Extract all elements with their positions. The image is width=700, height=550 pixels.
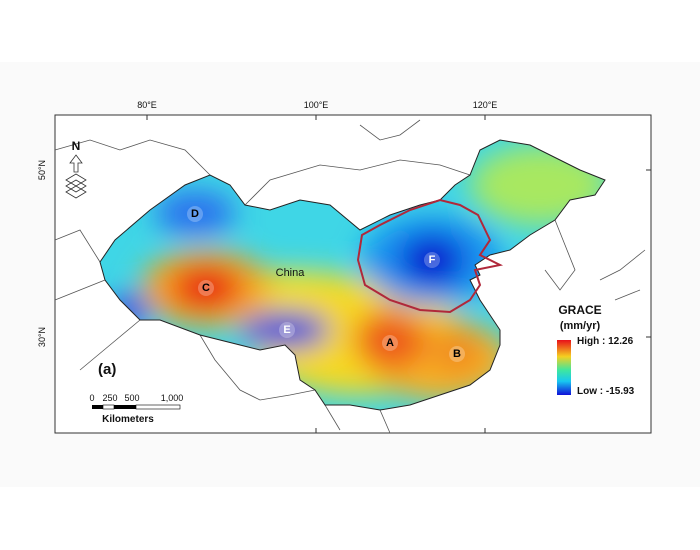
longitude-label: 100°E [304, 100, 329, 110]
region-marker [187, 206, 203, 222]
region-label: C [202, 282, 210, 294]
legend-low: Low : -15.93 [577, 386, 635, 397]
scale-bar [92, 404, 181, 410]
scale-tick: 1,000 [161, 393, 184, 403]
north-label: N [72, 139, 81, 153]
neighbour-borders [54, 119, 646, 434]
longitude-label: 80°E [137, 100, 157, 110]
scale-unit: Kilometers [102, 414, 154, 425]
country-label: China [276, 267, 306, 279]
legend-high: High : 12.26 [577, 336, 634, 347]
latitude-label: 50°N [37, 160, 47, 180]
graticule-marks [146, 115, 651, 433]
region-label: B [453, 348, 461, 360]
region-marker [198, 280, 214, 296]
legend-color-bar [557, 340, 571, 395]
legend-title: GRACE [558, 303, 601, 317]
legend-unit: (mm/yr) [560, 320, 601, 332]
region-marker [279, 322, 295, 338]
north-arrow [65, 154, 87, 199]
scale-tick: 250 [102, 393, 117, 403]
latitude-label: 30°N [37, 327, 47, 347]
region-markers [187, 206, 465, 362]
region-marker [382, 335, 398, 351]
scale-tick: 500 [124, 393, 139, 403]
region-label: A [386, 337, 394, 349]
scale-tick: 0 [89, 393, 94, 403]
region-marker [449, 346, 465, 362]
region-label: E [283, 324, 290, 336]
region-label: D [191, 208, 199, 220]
region-label: F [429, 254, 436, 266]
study-region-outline [356, 198, 504, 314]
longitude-label: 120°E [473, 100, 498, 110]
china-outline [99, 139, 606, 411]
panel-label: (a) [98, 361, 116, 378]
region-marker [424, 252, 440, 268]
